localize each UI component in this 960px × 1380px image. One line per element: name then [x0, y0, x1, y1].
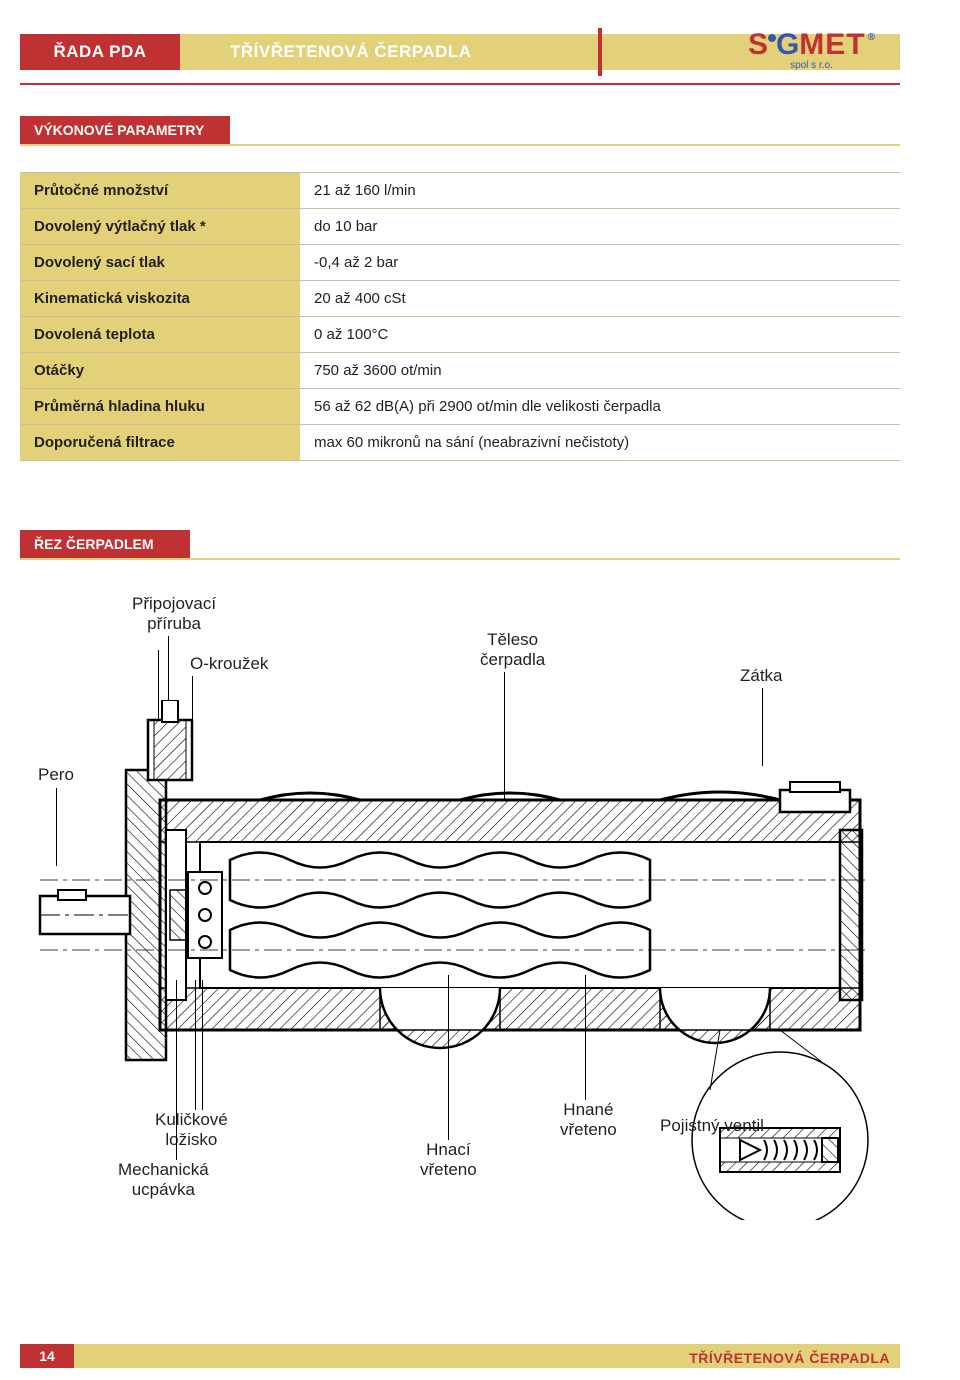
leader-line — [448, 975, 449, 1140]
label-oring: O-kroužek — [190, 654, 268, 674]
param-key: Dovolená teplota — [20, 317, 300, 353]
page-number: 14 — [20, 1344, 74, 1368]
param-value: 56 až 62 dB(A) při 2900 ot/min dle velik… — [300, 389, 900, 425]
section-rule — [20, 558, 900, 560]
pump-cutaway-diagram: Připojovacípříruba O-kroužek Tělesočerpa… — [20, 580, 900, 1310]
param-key: Průměrná hladina hluku — [20, 389, 300, 425]
header-rule — [20, 83, 900, 85]
subtitle: TŘÍVŘETENOVÁ ČERPADLA — [230, 34, 472, 70]
param-key: Dovolený výtlačný tlak * — [20, 209, 300, 245]
param-value: 20 až 400 cSt — [300, 281, 900, 317]
leader-line — [202, 980, 203, 1110]
table-row: Dovolený sací tlak-0,4 až 2 bar — [20, 245, 900, 281]
logo-letter: S — [748, 30, 768, 60]
label-driven-spindle: Hnanévřeteno — [560, 1100, 617, 1139]
param-key: Průtočné množství — [20, 173, 300, 209]
param-value: 750 až 3600 ot/min — [300, 353, 900, 389]
series-badge: ŘADA PDA — [20, 34, 180, 70]
table-row: Otáčky750 až 3600 ot/min — [20, 353, 900, 389]
table-row: Kinematická viskozita20 až 400 cSt — [20, 281, 900, 317]
table-row: Doporučená filtracemax 60 mikronů na sán… — [20, 425, 900, 461]
label-seal: Mechanickáucpávka — [118, 1160, 209, 1199]
param-value: 0 až 100°C — [300, 317, 900, 353]
param-value: do 10 bar — [300, 209, 900, 245]
param-key: Doporučená filtrace — [20, 425, 300, 461]
leader-line — [176, 980, 177, 1160]
param-value: 21 až 160 l/min — [300, 173, 900, 209]
section-title-cutaway: ŘEZ ČERPADLEM — [20, 530, 190, 558]
param-value: max 60 mikronů na sání (neabrazivní neči… — [300, 425, 900, 461]
table-row: Průměrná hladina hluku56 až 62 dB(A) při… — [20, 389, 900, 425]
registered-icon: ® — [868, 33, 875, 43]
logo-letter: G — [776, 30, 799, 60]
footer-title: TŘÍVŘETENOVÁ ČERPADLA — [689, 1350, 890, 1366]
logo-dot-icon — [768, 34, 776, 42]
header-divider — [598, 28, 602, 76]
table-row: Průtočné množství21 až 160 l/min — [20, 173, 900, 209]
logo-subtitle: spol s r.o. — [790, 60, 833, 71]
label-body: Tělesočerpadla — [480, 630, 545, 669]
label-drive-spindle: Hnacívřeteno — [420, 1140, 477, 1179]
brand-logo: S G MET ® spol s r.o. — [748, 30, 875, 71]
logo-letter: MET — [799, 30, 865, 60]
param-key: Otáčky — [20, 353, 300, 389]
leader-line — [195, 980, 196, 1110]
param-value: -0,4 až 2 bar — [300, 245, 900, 281]
label-bearing: Kuličkovéložisko — [155, 1110, 228, 1149]
table-row: Dovolená teplota0 až 100°C — [20, 317, 900, 353]
section-rule — [20, 144, 900, 146]
label-flange: Připojovacípříruba — [132, 594, 216, 633]
parameters-table: Průtočné množství21 až 160 l/minDovolený… — [20, 172, 900, 461]
label-relief-valve: Pojistný ventil — [660, 1116, 764, 1136]
section-title-performance: VÝKONOVÉ PARAMETRY — [20, 116, 230, 144]
param-key: Dovolený sací tlak — [20, 245, 300, 281]
param-key: Kinematická viskozita — [20, 281, 300, 317]
leader-line — [585, 975, 586, 1100]
table-row: Dovolený výtlačný tlak *do 10 bar — [20, 209, 900, 245]
label-plug: Zátka — [740, 666, 783, 686]
